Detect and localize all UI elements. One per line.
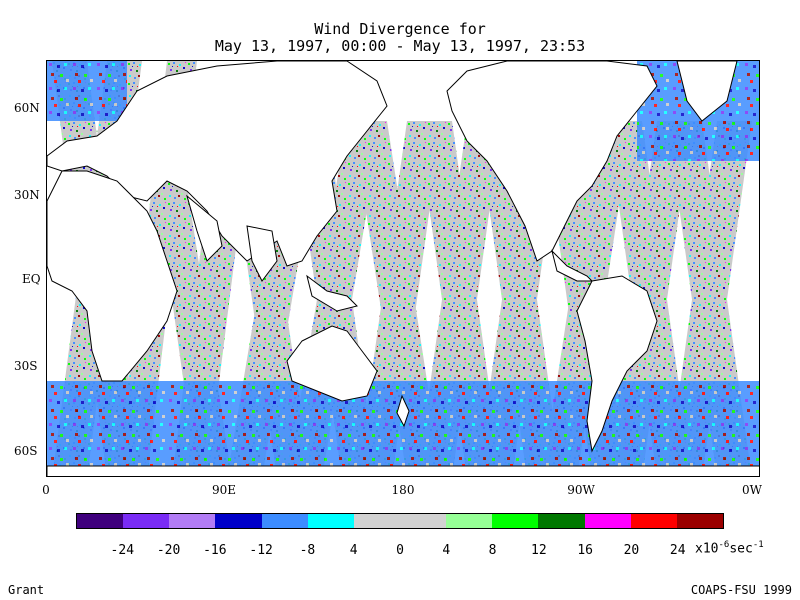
units-prefix: x10	[695, 541, 719, 557]
colorbar-swatch	[492, 514, 539, 528]
colorbar-label: 0	[396, 543, 404, 558]
units-suffix-exponent: -1	[752, 540, 764, 550]
colorbar-label: 24	[669, 543, 686, 558]
lat-label-30s: 30S	[14, 359, 38, 373]
colorbar-label: 4	[349, 543, 358, 558]
colorbar-swatch	[676, 514, 723, 528]
lon-label-0: 0	[42, 483, 50, 497]
lat-label-60n: 60N	[14, 101, 40, 115]
colorbar-swatch	[538, 514, 585, 528]
colorbar-label: 16	[577, 543, 593, 558]
southern-ocean-band	[47, 381, 759, 476]
colorbar-label: -16	[203, 543, 227, 558]
colorbar-label: -20	[156, 543, 181, 558]
lat-label-30n: 30N	[14, 188, 40, 202]
lon-label-90e: 90E	[211, 483, 237, 497]
author-credit: Grant	[8, 583, 45, 597]
colorbar-label: 4	[442, 543, 451, 558]
map-title: Wind Divergence for	[314, 20, 486, 38]
colorbar-swatch	[261, 514, 308, 528]
colorbar-label: -12	[249, 543, 273, 558]
colorbar-swatch	[399, 514, 447, 528]
colorbar-swatch	[123, 514, 170, 528]
map-canvas	[47, 61, 759, 476]
institution-credit: COAPS-FSU 1999	[690, 583, 792, 597]
lat-label-eq: EQ	[22, 272, 41, 286]
colorbar-label: 20	[623, 543, 640, 558]
colorbar-swatch	[584, 514, 631, 528]
colorbar-units: x10-6sec-1	[695, 540, 764, 556]
colorbar-swatch	[215, 514, 262, 528]
lon-label-0w: 0W	[742, 483, 762, 497]
units-suffix: sec	[729, 541, 753, 557]
colorbar-swatch	[353, 514, 400, 528]
lon-label-180: 180	[391, 483, 415, 497]
map-panel	[46, 60, 760, 477]
colorbar-label: 12	[531, 543, 547, 558]
colorbar-label: -8	[299, 543, 316, 558]
colorbar-swatch	[630, 514, 677, 528]
lat-label-60s: 60S	[14, 444, 38, 458]
colorbar-swatch	[307, 514, 354, 528]
colorbar-swatch	[446, 514, 493, 528]
continents	[47, 61, 759, 476]
colorbar-label: -24	[110, 543, 135, 558]
colorbar	[76, 513, 724, 529]
map-date-range: May 13, 1997, 00:00 - May 13, 1997, 23:5…	[214, 37, 586, 55]
units-exponent: -6	[718, 540, 730, 550]
colorbar-swatch	[77, 514, 124, 528]
lon-label-90w: 90W	[567, 483, 595, 497]
colorbar-swatch	[169, 514, 216, 528]
colorbar-label: 8	[488, 543, 497, 558]
